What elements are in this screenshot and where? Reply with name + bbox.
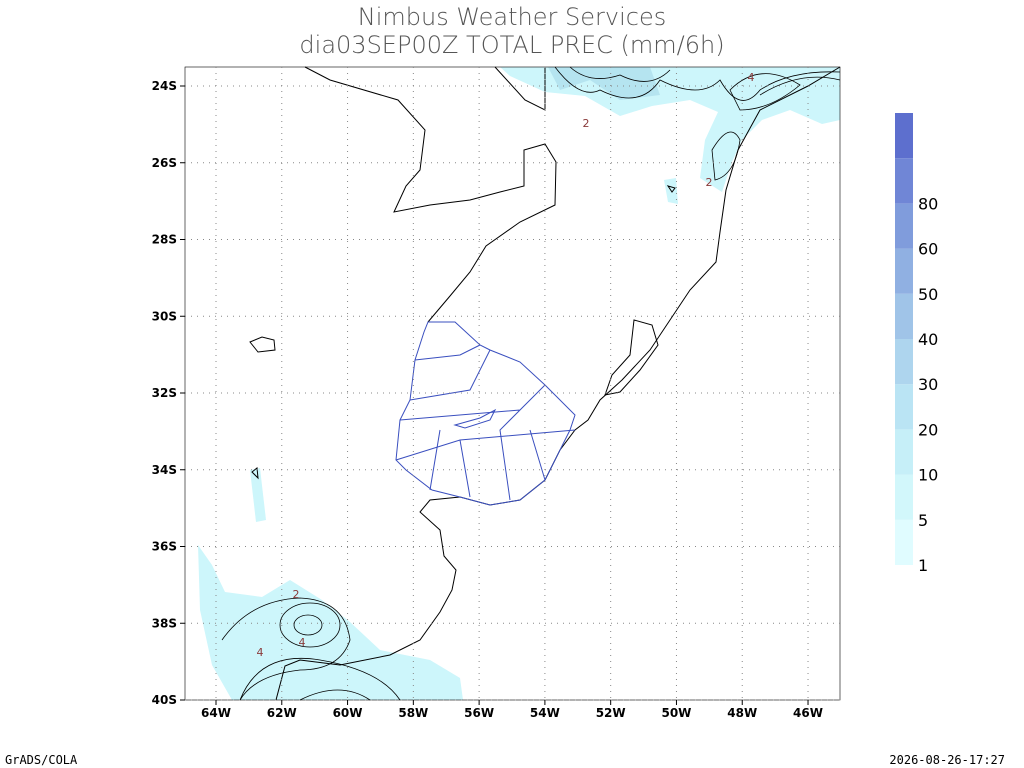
lake xyxy=(251,467,259,480)
contour xyxy=(239,657,401,701)
contour xyxy=(554,66,841,101)
colorbar-box xyxy=(895,293,913,339)
lat-label: 26S xyxy=(152,156,177,170)
colorbar-box xyxy=(895,384,913,430)
lon-label: 48W xyxy=(727,706,757,720)
contour xyxy=(759,76,841,96)
lon-label: 54W xyxy=(530,706,560,720)
colorbar-label: 40 xyxy=(918,330,938,349)
map-frame xyxy=(184,66,841,701)
contour xyxy=(279,602,341,648)
precip-area xyxy=(198,545,463,700)
coastline xyxy=(249,66,841,701)
colorbar-label: 5 xyxy=(918,511,928,530)
lat-label: 38S xyxy=(152,616,177,630)
contour xyxy=(569,66,671,82)
colorbar-box xyxy=(895,158,913,204)
contour-label: 2 xyxy=(706,176,713,189)
footer-left: GrADS/COLA xyxy=(5,753,78,767)
lake xyxy=(666,185,676,193)
precip-area xyxy=(548,67,660,100)
contour xyxy=(729,73,801,111)
island xyxy=(249,336,276,353)
contour-label: 4 xyxy=(257,646,264,659)
lake xyxy=(453,408,497,429)
lat-label: 36S xyxy=(152,540,177,554)
colorbar-label: 80 xyxy=(918,194,938,213)
colorbar-label: 20 xyxy=(918,420,938,439)
lat-label: 28S xyxy=(152,233,177,247)
contours xyxy=(221,66,841,701)
colorbar-box xyxy=(895,429,913,475)
colorbar-label: 10 xyxy=(918,466,938,485)
colorbar-box xyxy=(895,339,913,385)
border xyxy=(494,66,546,111)
precip-area xyxy=(500,67,840,192)
contour-label: 4 xyxy=(748,71,755,84)
contour xyxy=(299,689,371,701)
subtitle: dia03SEP00Z TOTAL PREC (mm/6h) xyxy=(299,31,724,59)
colorbar-label: 30 xyxy=(918,375,938,394)
contour xyxy=(221,597,351,701)
contour-label: 2 xyxy=(583,117,590,130)
uruguay xyxy=(395,321,576,506)
lon-label: 52W xyxy=(596,706,626,720)
border xyxy=(304,66,557,323)
lon-label: 62W xyxy=(267,706,297,720)
colorbar-label: 60 xyxy=(918,240,938,259)
lon-label: 46W xyxy=(793,706,823,720)
lat-label: 34S xyxy=(152,463,177,477)
colorbar-box xyxy=(895,113,913,159)
legend: 1 5 10 20 30 40 50 60 80 xyxy=(895,113,938,575)
lat-label: 32S xyxy=(152,386,177,400)
contour xyxy=(711,131,741,181)
departments xyxy=(395,344,576,501)
title: Nimbus Weather Services xyxy=(358,3,666,31)
colorbar-label: 1 xyxy=(918,556,928,575)
lon-label: 64W xyxy=(201,706,231,720)
colorbar-box xyxy=(895,519,913,565)
footer-right: 2026-08-26-17:27 xyxy=(889,753,1005,767)
contour xyxy=(293,614,323,636)
lon-label: 58W xyxy=(398,706,428,720)
map: 4 2 2 2 4 4 xyxy=(180,66,841,705)
lat-label: 40S xyxy=(152,693,177,707)
coast xyxy=(275,66,841,701)
contour-label: 2 xyxy=(293,588,300,601)
colorbar-label: 50 xyxy=(918,285,938,304)
contour-label: 4 xyxy=(299,636,306,649)
precip-area xyxy=(250,468,266,522)
lon-label: 56W xyxy=(464,706,494,720)
lagoon xyxy=(604,319,659,396)
colorbar-box xyxy=(895,248,913,294)
lon-label: 50W xyxy=(661,706,691,720)
lat-label: 24S xyxy=(152,79,177,93)
country-outline xyxy=(395,321,576,506)
colorbar-box xyxy=(895,474,913,520)
lat-label: 30S xyxy=(152,309,177,323)
lon-label: 60W xyxy=(333,706,363,720)
colorbar-box xyxy=(895,203,913,249)
